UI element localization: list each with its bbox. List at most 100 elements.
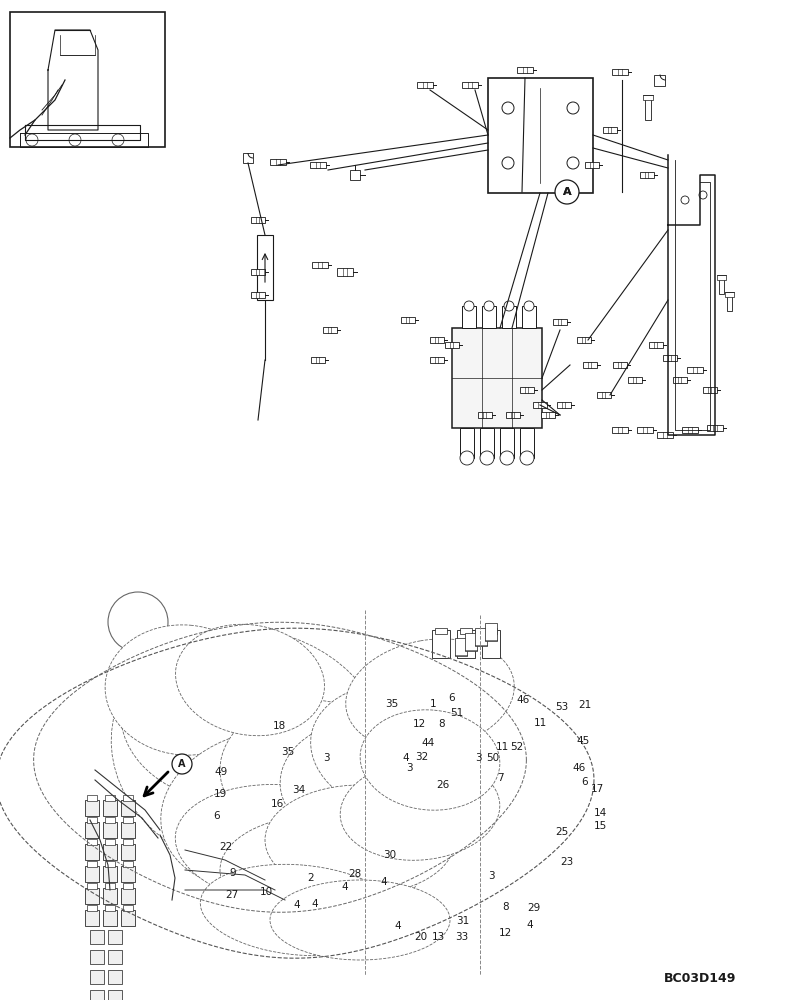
Circle shape xyxy=(26,134,38,146)
Text: 11: 11 xyxy=(533,718,546,728)
Bar xyxy=(122,861,133,867)
Text: 12: 12 xyxy=(412,719,425,729)
Bar xyxy=(121,866,135,882)
Text: 50: 50 xyxy=(486,753,499,763)
Bar xyxy=(431,630,449,658)
Bar xyxy=(663,355,676,361)
Text: 49: 49 xyxy=(214,767,227,777)
Bar xyxy=(460,428,474,458)
Text: 23: 23 xyxy=(560,857,573,867)
Circle shape xyxy=(108,592,168,652)
Text: 19: 19 xyxy=(214,789,227,799)
Bar xyxy=(460,628,471,634)
Bar xyxy=(727,295,732,311)
Text: 53: 53 xyxy=(555,702,568,712)
Bar xyxy=(251,269,264,275)
Text: 11: 11 xyxy=(496,742,508,752)
Text: 3: 3 xyxy=(474,753,481,763)
Bar xyxy=(519,387,534,393)
Bar xyxy=(611,69,627,75)
Bar xyxy=(105,817,115,823)
Bar xyxy=(505,412,519,418)
Bar xyxy=(642,95,652,100)
Bar xyxy=(87,817,97,823)
Bar xyxy=(85,888,99,904)
Bar xyxy=(122,905,133,911)
Text: 34: 34 xyxy=(292,785,305,795)
Bar xyxy=(108,930,122,944)
Text: 9: 9 xyxy=(229,868,235,878)
Bar xyxy=(430,357,444,363)
Text: A: A xyxy=(178,759,186,769)
Circle shape xyxy=(519,451,534,465)
Text: 2: 2 xyxy=(307,873,313,883)
Bar xyxy=(719,278,723,294)
Text: 26: 26 xyxy=(436,780,448,790)
Bar xyxy=(10,12,165,147)
Ellipse shape xyxy=(270,880,449,960)
Bar xyxy=(457,630,474,658)
Bar xyxy=(103,910,117,926)
Ellipse shape xyxy=(175,624,324,736)
Ellipse shape xyxy=(161,729,379,891)
Text: BC03D149: BC03D149 xyxy=(663,972,736,984)
Ellipse shape xyxy=(360,710,500,810)
Text: 28: 28 xyxy=(348,869,361,879)
Bar xyxy=(310,162,325,168)
Bar xyxy=(121,822,135,838)
Ellipse shape xyxy=(311,684,489,816)
Bar xyxy=(122,817,133,823)
Circle shape xyxy=(680,196,689,204)
Ellipse shape xyxy=(280,720,440,840)
Bar xyxy=(85,822,99,838)
Bar xyxy=(577,337,590,343)
Bar xyxy=(85,866,99,882)
Bar xyxy=(487,78,592,193)
Bar xyxy=(612,362,626,368)
Bar xyxy=(85,910,99,926)
Bar xyxy=(681,427,697,433)
Bar xyxy=(478,412,491,418)
Ellipse shape xyxy=(220,700,400,840)
Text: 32: 32 xyxy=(415,752,428,762)
Text: 8: 8 xyxy=(501,902,508,912)
Text: 10: 10 xyxy=(260,887,272,897)
Bar xyxy=(105,861,115,867)
Text: 20: 20 xyxy=(414,932,427,942)
Text: 15: 15 xyxy=(594,821,607,831)
Text: 4: 4 xyxy=(341,882,347,892)
Bar xyxy=(337,268,353,276)
Bar xyxy=(122,795,133,801)
Bar xyxy=(105,905,115,911)
Text: 35: 35 xyxy=(281,747,294,757)
Text: 25: 25 xyxy=(555,827,568,837)
Bar xyxy=(121,800,135,816)
Text: 17: 17 xyxy=(590,784,603,794)
Bar xyxy=(611,427,627,433)
Bar xyxy=(312,262,328,268)
Bar xyxy=(582,362,596,368)
Circle shape xyxy=(112,134,124,146)
Bar xyxy=(121,888,135,904)
Circle shape xyxy=(479,451,493,465)
Ellipse shape xyxy=(111,629,388,871)
Bar xyxy=(444,342,458,348)
Bar xyxy=(103,844,117,860)
Bar xyxy=(517,67,532,73)
Text: 6: 6 xyxy=(448,693,454,703)
Circle shape xyxy=(69,134,81,146)
Text: 6: 6 xyxy=(581,777,587,787)
Text: 12: 12 xyxy=(498,928,511,938)
Bar xyxy=(90,970,104,984)
Bar xyxy=(556,402,570,408)
Text: 7: 7 xyxy=(496,773,503,783)
Text: 6: 6 xyxy=(213,811,220,821)
Bar xyxy=(702,387,716,393)
Text: 22: 22 xyxy=(219,842,232,852)
Bar xyxy=(311,357,324,363)
Bar xyxy=(654,75,665,86)
Bar xyxy=(323,327,337,333)
Ellipse shape xyxy=(175,784,394,906)
Bar xyxy=(479,428,493,458)
Circle shape xyxy=(501,157,513,169)
